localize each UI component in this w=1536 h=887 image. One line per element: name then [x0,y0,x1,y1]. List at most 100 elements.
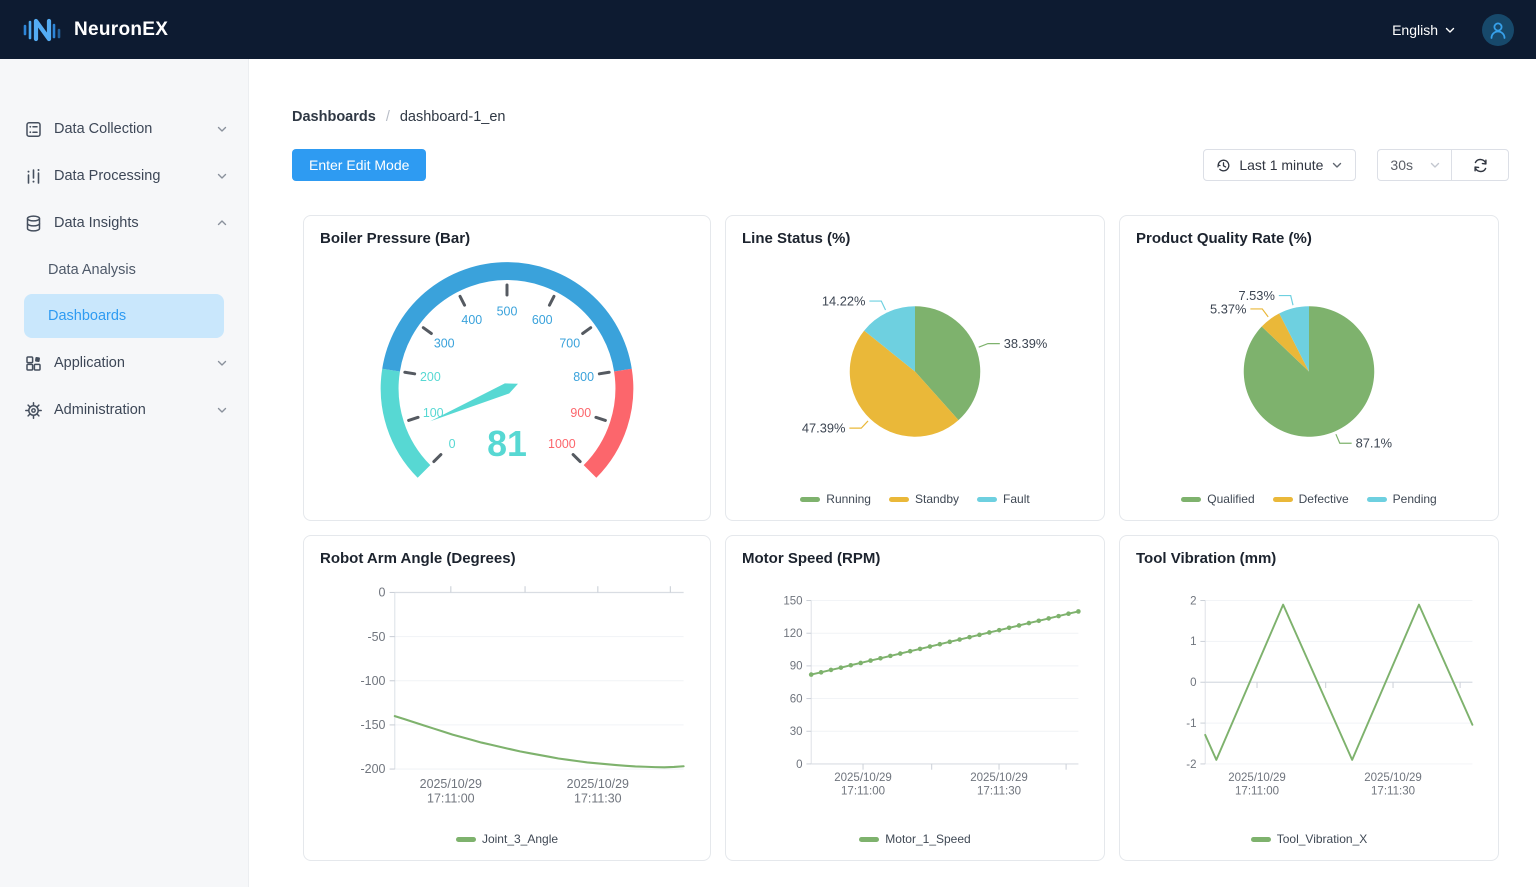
legend-item[interactable]: Pending [1366,492,1437,506]
sidebar-item-data-collection[interactable]: Data Collection [0,107,248,151]
legend-item[interactable]: Defective [1272,492,1349,506]
chart-title: Motor Speed (RPM) [742,550,881,567]
svg-text:87.1%: 87.1% [1356,436,1392,451]
legend-label: Fault [1003,492,1030,506]
svg-text:90: 90 [790,661,803,673]
pie-chart[interactable]: 87.1% 5.37% 7.53% [1136,253,1482,488]
breadcrumb-dashboards-link[interactable]: Dashboards [292,109,376,125]
sidebar-item-data-processing[interactable]: Data Processing [0,154,248,198]
legend-marker [888,496,909,502]
time-range-value: Last 1 minute [1239,157,1324,173]
breadcrumb-separator: / [385,109,390,125]
brand: NeuronEX [22,13,168,47]
gear-icon [24,401,43,420]
svg-text:200: 200 [420,370,441,384]
svg-text:0: 0 [1190,677,1196,689]
refresh-icon [1472,157,1489,174]
brand-name: NeuronEX [74,18,169,40]
sidebar-item-label: Data Processing [54,168,161,184]
legend-item[interactable]: Standby [888,492,959,506]
sidebar-item-data-insights[interactable]: Data Insights [0,201,248,245]
svg-text:0: 0 [449,437,456,451]
legend-item[interactable]: Tool_Vibration_X [1250,832,1368,846]
chevron-down-icon [216,170,228,182]
svg-text:2025/10/29: 2025/10/29 [420,777,482,791]
neuronex-logo-icon [22,13,62,47]
legend-label: Qualified [1207,492,1255,506]
refresh-interval-group: 30s [1377,149,1509,181]
language-selector[interactable]: English [1392,22,1456,38]
line-chart[interactable]: 150 120 90 60 30 0 2025/10/29 17:11:00 2025/10/2… [742,573,1088,828]
sidebar-item-application[interactable]: Application [0,341,248,385]
chevron-down-icon [216,357,228,369]
divider [1451,150,1452,180]
legend-label: Defective [1298,492,1349,506]
sidebar-item-label: Administration [54,402,146,418]
chart-card-product-quality: Product Quality Rate (%) 87.1% 5.37% 7.53%… [1119,215,1499,521]
user-avatar[interactable] [1482,13,1514,46]
legend-item[interactable]: Running [800,492,871,506]
breadcrumb-current: dashboard-1_en [399,109,506,125]
chart-title: Product Quality Rate (%) [1136,230,1312,247]
chart-card-tool-vibration: Tool Vibration (mm) 2 1 0 -1 -2 2025/10/29 17:… [1119,535,1499,861]
toolbar: Enter Edit Mode Last 1 minute 30s [292,149,1536,181]
legend-label: Joint_3_Angle [481,832,559,846]
chart-title: Boiler Pressure (Bar) [320,230,471,247]
svg-text:2025/10/29: 2025/10/29 [567,777,629,791]
chart-title: Robot Arm Angle (Degrees) [320,550,516,567]
legend-marker [977,496,998,502]
legend-marker [455,836,476,842]
line-chart[interactable]: 2 1 0 -1 -2 2025/10/29 17:11:00 2025/10/29 17:11… [1136,573,1482,828]
svg-text:14.22%: 14.22% [822,294,866,309]
chevron-down-icon [216,404,228,416]
svg-text:150: 150 [783,595,802,607]
svg-text:1: 1 [1190,636,1196,648]
legend-item[interactable]: Fault [977,492,1030,506]
svg-text:30: 30 [790,726,803,738]
chart-legend: Joint_3_Angle [320,828,694,848]
svg-text:500: 500 [497,304,518,318]
svg-text:17:11:30: 17:11:30 [574,791,622,805]
data-collection-icon [24,120,43,139]
refresh-button[interactable] [1452,150,1508,180]
svg-text:17:11:30: 17:11:30 [1371,786,1415,798]
svg-text:60: 60 [790,693,803,705]
legend-label: Tool_Vibration_X [1276,832,1368,846]
sidebar-item-label: Data Collection [54,121,153,137]
svg-text:2025/10/29: 2025/10/29 [970,772,1028,784]
legend-label: Motor_1_Speed [885,832,971,846]
svg-text:0: 0 [796,759,802,771]
svg-text:17:11:30: 17:11:30 [977,786,1021,798]
enter-edit-mode-button[interactable]: Enter Edit Mode [292,149,427,181]
svg-text:38.39%: 38.39% [1004,336,1048,351]
svg-text:17:11:00: 17:11:00 [1235,786,1279,798]
refresh-interval-select[interactable]: 30s [1378,150,1451,180]
svg-text:-1: -1 [1186,718,1196,730]
time-range-selector[interactable]: Last 1 minute [1203,149,1357,181]
legend-item[interactable]: Qualified [1181,492,1255,506]
chart-card-line-status: Line Status (%) 38.39% 47.39% 14.22% Runni… [725,215,1105,521]
sidebar-item-dashboards[interactable]: Dashboards [24,294,224,338]
gauge-chart[interactable]: 0 100 200 300 400 500 600 700 800 900 1000 81 [320,253,694,508]
legend-item[interactable]: Joint_3_Angle [455,832,559,846]
svg-text:0: 0 [379,586,386,600]
svg-text:-150: -150 [361,718,386,732]
pie-chart[interactable]: 38.39% 47.39% 14.22% [742,253,1088,488]
refresh-interval-value: 30s [1390,157,1413,173]
sidebar-item-label: Data Analysis [48,262,136,278]
svg-text:-50: -50 [367,630,385,644]
line-chart[interactable]: 0 -50 -100 -150 -200 2025/10/29 17:11:00 2025/1… [320,573,694,828]
legend-label: Running [826,492,871,506]
sidebar-item-data-analysis[interactable]: Data Analysis [0,248,248,292]
main-content: Dashboards / dashboard-1_en Enter Edit M… [249,59,1536,887]
legend-item[interactable]: Motor_1_Speed [859,832,971,846]
database-icon [24,214,43,233]
chart-legend: Running Standby Fault [742,488,1088,508]
legend-marker [859,836,880,842]
svg-text:800: 800 [573,370,594,384]
svg-text:1000: 1000 [548,437,576,451]
svg-text:2025/10/29: 2025/10/29 [834,772,892,784]
sidebar-item-administration[interactable]: Administration [0,388,248,432]
chart-card-boiler-pressure: Boiler Pressure (Bar) 0 100 200 300 400 500 60… [303,215,711,521]
top-navbar: NeuronEX English [0,0,1536,59]
